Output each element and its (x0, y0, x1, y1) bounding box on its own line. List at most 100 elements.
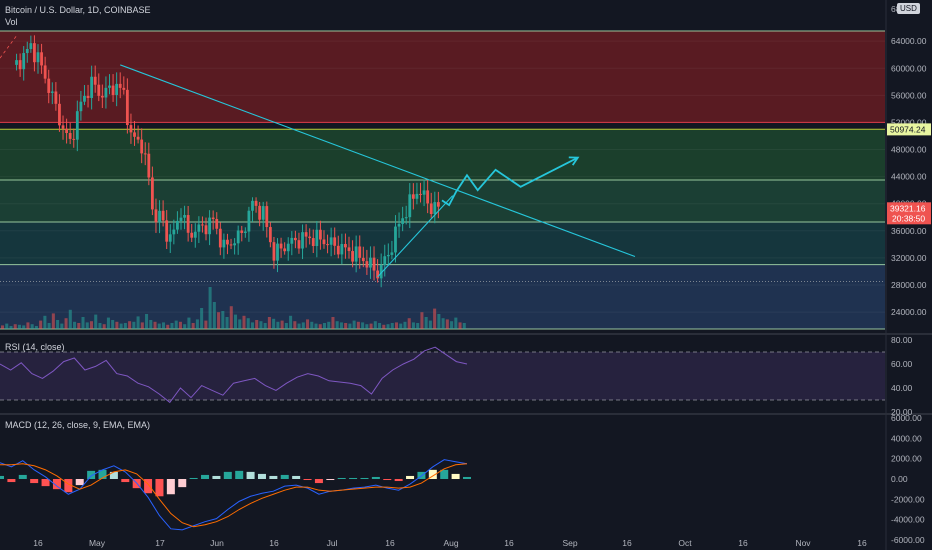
volume-bar (462, 323, 466, 329)
volume-bar (229, 306, 233, 329)
volume-bar (441, 318, 445, 329)
rsi-line (0, 346, 468, 404)
macd-histogram-bar (303, 479, 312, 481)
macd-histogram-bar (52, 479, 61, 490)
candle-body (179, 217, 183, 221)
macd-histogram-bar (75, 479, 84, 486)
candle-body (386, 254, 390, 257)
volume-bar (34, 326, 38, 329)
volume-bar (178, 321, 182, 329)
macd-histogram-bar (30, 479, 39, 484)
volume-bar (115, 321, 119, 329)
macd-histogram-bar (246, 471, 255, 479)
candle-body (326, 244, 329, 246)
macd-histogram-bar (383, 479, 392, 481)
candle-body (301, 232, 304, 249)
volume-bar (255, 320, 259, 329)
candle-body (347, 247, 351, 252)
trendlines[interactable] (0, 35, 636, 278)
volume-bar (208, 287, 212, 329)
macd-histogram-bar (178, 479, 187, 488)
candle-body (411, 194, 415, 199)
macd-histogram-bar (109, 471, 118, 479)
candle-body (272, 242, 276, 261)
price-tick-label: 32000.00 (891, 253, 927, 263)
candle-body (65, 128, 68, 134)
candle-body (247, 210, 251, 232)
candle-body (429, 203, 433, 215)
candle-body (258, 205, 262, 220)
candle-body (369, 257, 372, 268)
time-tick-label: May (89, 538, 106, 548)
candle-body (93, 76, 97, 85)
time-tick-label: 16 (738, 538, 748, 548)
volume-bar (394, 322, 399, 329)
candle-body (40, 52, 43, 66)
time-tick-label: Aug (443, 538, 458, 548)
time-tick-label: 16 (385, 538, 395, 548)
candle-body (172, 229, 176, 235)
time-tick-label: 16 (857, 538, 867, 548)
price-tick-label: 48000.00 (891, 145, 927, 155)
candle-body (233, 243, 237, 246)
volume-bar (263, 323, 267, 329)
candle-body (354, 246, 358, 262)
candle-body (340, 244, 344, 255)
candle-body (201, 224, 204, 226)
candle-body (43, 65, 47, 79)
volume-bar (13, 324, 17, 329)
trendline-1 (377, 195, 454, 278)
volume-bar (416, 323, 420, 329)
projection-path[interactable] (441, 156, 580, 207)
zone-1 (0, 129, 885, 180)
candle-body (240, 230, 244, 233)
volume-bar (289, 315, 293, 329)
volume-bar (348, 323, 352, 329)
macd-histogram-bar (440, 469, 449, 479)
currency-badge[interactable]: USD (897, 3, 920, 14)
candle-body (311, 238, 315, 247)
rsi-pane: 80.00 60.00 40.00 20.00 (0, 335, 913, 417)
candle-body (254, 200, 258, 206)
volume-bar (221, 311, 225, 329)
volume-bar (149, 320, 153, 329)
time-tick-label: Jul (327, 538, 338, 548)
indicator-panes (0, 333, 932, 415)
macd-histogram-bar (235, 470, 244, 479)
volume-bar (242, 315, 246, 329)
volume-bar (102, 324, 106, 329)
volume-bar (73, 321, 77, 329)
macd-tick-label: -4000.00 (891, 515, 925, 525)
candle-body (379, 264, 383, 279)
candle-body (390, 252, 394, 255)
volume-bar (81, 317, 85, 329)
volume-bar (327, 321, 331, 329)
volume-bar (111, 320, 115, 329)
volume-bar (5, 323, 9, 329)
candle-body (322, 239, 326, 245)
macd-histogram-bar (223, 471, 232, 479)
grid-lines (0, 40, 885, 313)
rsi-band (0, 352, 885, 400)
volume-bar (399, 323, 403, 329)
macd-tick-label: 6000.00 (891, 413, 922, 423)
macd-histogram-bar (280, 474, 289, 479)
time-tick-label: Jun (210, 538, 224, 548)
volume-bar (250, 322, 254, 329)
macd-tick-label: 2000.00 (891, 454, 922, 464)
candle-body (197, 224, 201, 232)
volume-bar (445, 319, 449, 329)
candle-body (315, 229, 319, 247)
price-tick-label: 60000.00 (891, 63, 927, 73)
candle-body (33, 43, 36, 63)
volume-bar (369, 323, 373, 329)
price-axis[interactable]: 64000.00 60000.00 56000.00 52000.00 48000.00… (885, 0, 931, 550)
macd-histogram-bar (121, 479, 130, 483)
candle-body (397, 223, 401, 227)
volume-bar (361, 322, 365, 329)
volume-bar (212, 302, 216, 329)
candle-body (394, 226, 397, 253)
volume-bar (183, 324, 187, 329)
time-axis[interactable]: 16 May 17 Jun 16 Jul 16 Aug 16 Sep 16 Oct 16 Nov 16 (33, 538, 867, 548)
